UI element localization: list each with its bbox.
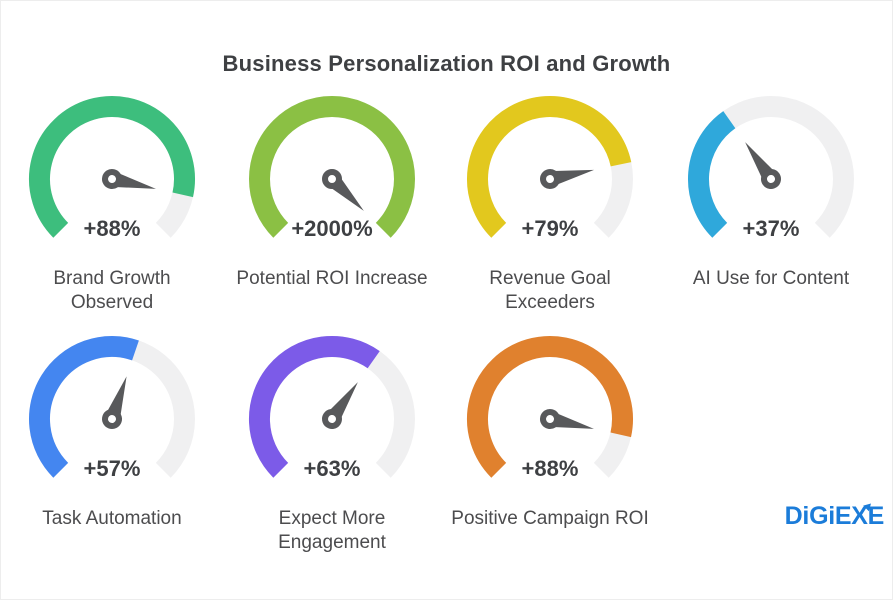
gauge-card: +88% Positive Campaign ROI: [450, 335, 650, 580]
gauge-label: Brand Growth Observed: [53, 268, 171, 313]
gauge-needle: [102, 169, 156, 189]
gauge-value: +2000%: [291, 216, 373, 241]
gauge-needle-pivot: [322, 409, 342, 429]
gauge-needle: [540, 409, 594, 429]
gauge-value-arc: [688, 111, 736, 238]
gauge-needle-pivot: [540, 409, 560, 429]
gauge-card: +88% Brand Growth Observed: [12, 95, 212, 340]
gauge-needle-pivot: [540, 169, 560, 189]
gauge-value-arc: [29, 96, 195, 238]
gauge-value: +79%: [521, 216, 579, 241]
gauge-value-arc: [467, 336, 633, 478]
gauge-needle: [322, 382, 358, 429]
brand-logo-arrow-x: X: [851, 502, 868, 530]
brand-logo-text-post: E: [867, 502, 885, 530]
gauge-label: Positive Campaign ROI: [451, 508, 649, 529]
gauge-value: +37%: [742, 216, 800, 241]
gauge-label: Potential ROI Increase: [236, 268, 428, 289]
gauge-needle-pivot: [102, 409, 122, 429]
gauge-value-arc: [467, 96, 632, 238]
gauge-dial: [29, 96, 195, 238]
gauge-dial: [467, 96, 633, 238]
gauge-needle-pivot: [102, 169, 122, 189]
gauge-dial: [29, 336, 195, 478]
gauge-dial: [688, 96, 854, 238]
chart-title: Business Personalization ROI and Growth: [222, 51, 671, 76]
gauge-needle: [540, 169, 595, 189]
gauge-needle-pivot: [322, 169, 342, 189]
gauge-needle: [322, 169, 364, 211]
brand-logo: DiGiEXE: [784, 502, 885, 531]
gauge-card: +37% AI Use for Content: [671, 95, 871, 340]
gauge-needle-pivot: [761, 169, 781, 189]
gauge-value-arc: [248, 336, 380, 478]
gauge-value: +88%: [83, 216, 141, 241]
gauge-label: AI Use for Content: [692, 268, 850, 289]
gauge-label: Task Automation: [42, 508, 182, 529]
gauge-value: +63%: [303, 456, 361, 481]
gauge-value-arc: [29, 336, 139, 478]
brand-logo-text-pre: DiGiE: [784, 502, 852, 530]
gauge-dial: [249, 96, 415, 238]
gauge-label: Revenue Goal Exceeders: [489, 268, 611, 313]
gauge-value: +57%: [83, 456, 141, 481]
gauge-card: +2000% Potential ROI Increase: [232, 95, 432, 340]
gauge-needle: [102, 376, 127, 429]
gauge-value-arc: [249, 96, 415, 238]
gauge-dial: [248, 336, 415, 478]
gauge-card: +63% Expect More Engagement: [232, 335, 432, 580]
gauge-label: Expect More Engagement: [278, 508, 386, 553]
gauge-value: +88%: [521, 456, 579, 481]
gauge-dial: [467, 336, 633, 478]
gauge-card: +57% Task Automation: [12, 335, 212, 580]
gauge-card: +79% Revenue Goal Exceeders: [450, 95, 650, 340]
gauge-needle: [745, 142, 781, 189]
